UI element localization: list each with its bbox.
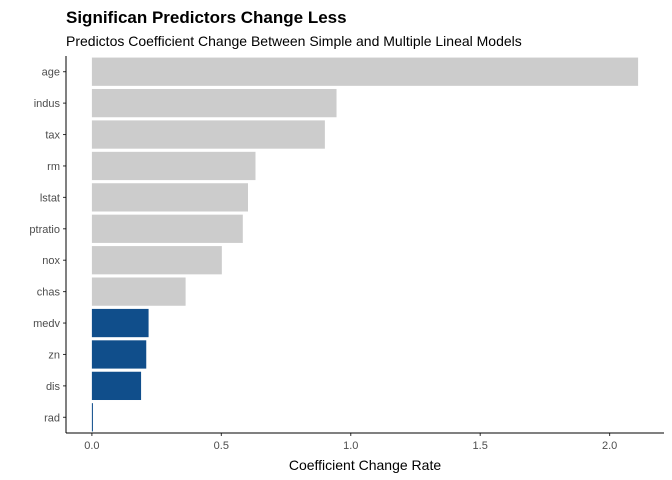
bar-indus <box>91 88 337 118</box>
bar-zn <box>91 340 147 369</box>
x-axis-title: Coefficient Change Rate <box>289 457 441 473</box>
y-tick-label: zn <box>48 349 60 361</box>
x-tick-label: 1.0 <box>343 440 358 452</box>
bar-lstat <box>91 183 248 212</box>
bar-chas <box>91 277 186 306</box>
bar-nox <box>91 246 222 275</box>
y-tick-label: lstat <box>40 192 60 204</box>
bar-tax <box>91 120 325 149</box>
y-tick-label: indus <box>34 98 61 110</box>
x-axis-ticks: 0.0 0.5 1.0 1.5 2.0 <box>84 433 617 452</box>
y-tick-label: chas <box>37 287 61 299</box>
y-tick-label: dis <box>46 381 61 393</box>
chart-title: Significan Predictors Change Less <box>66 8 347 27</box>
bars-group <box>91 57 639 432</box>
x-tick-label: 0.5 <box>214 440 229 452</box>
y-tick-label: rad <box>44 412 60 424</box>
y-tick-label: medv <box>33 318 60 330</box>
bar-rad <box>91 403 93 432</box>
x-tick-label: 0.0 <box>84 440 99 452</box>
bar-rm <box>91 151 256 181</box>
y-tick-label: age <box>42 67 60 79</box>
y-tick-label: tax <box>45 130 60 142</box>
x-tick-label: 1.5 <box>473 440 488 452</box>
y-tick-label: nox <box>42 255 60 267</box>
bar-medv <box>91 308 149 338</box>
y-tick-label: ptratio <box>29 224 60 236</box>
bar-age <box>91 57 639 86</box>
y-tick-label: rm <box>47 161 60 173</box>
bar-ptratio <box>91 214 243 243</box>
bar-dis <box>91 371 142 401</box>
y-axis-ticks: age indus tax rm lstat ptratio nox chas medv zn di… <box>29 67 66 424</box>
x-tick-label: 2.0 <box>602 440 617 452</box>
chart-subtitle: Predictos Coefficient Change Between Sim… <box>66 33 522 49</box>
